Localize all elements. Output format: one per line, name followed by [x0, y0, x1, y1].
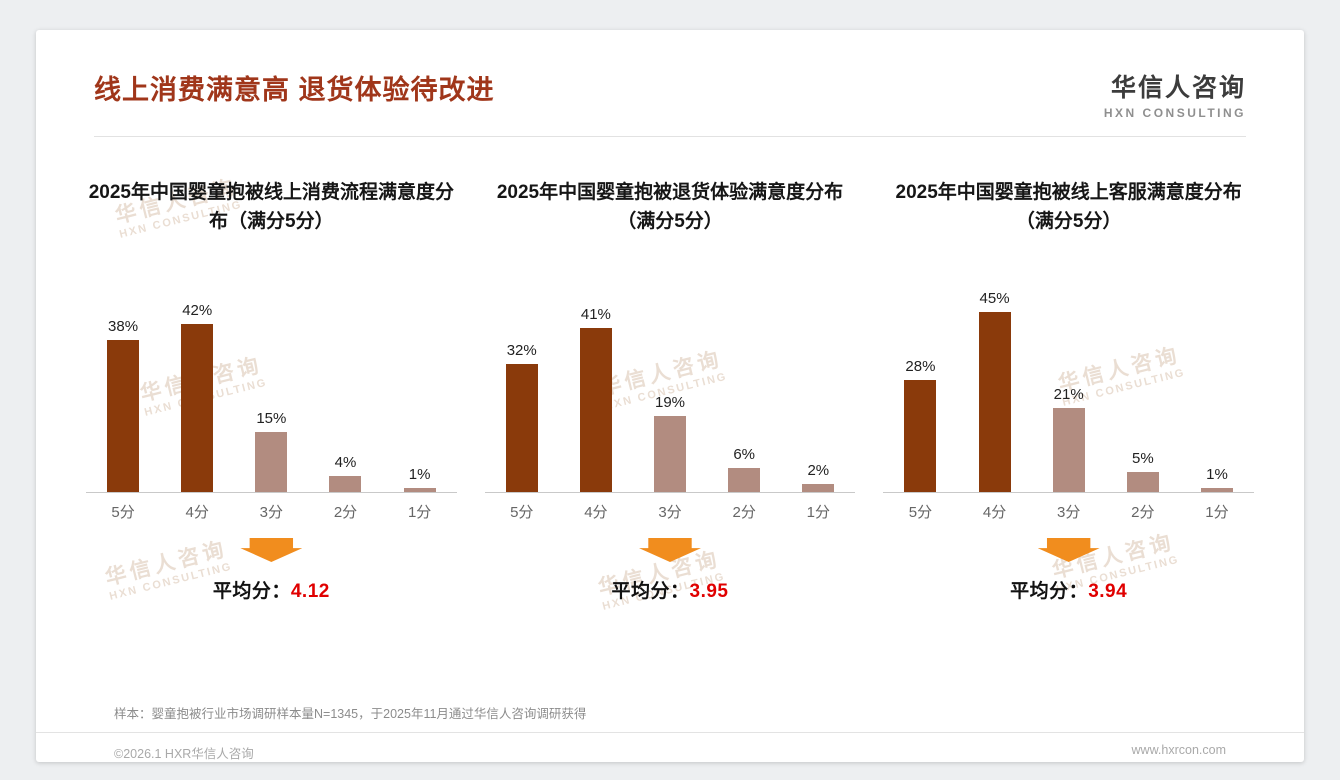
bar-value-label: 32% [506, 342, 537, 359]
logo-name: 华信人咨询 [1110, 74, 1246, 102]
sample-note: 样本：婴童抱被行业市场调研样本量N=1345，于2025年11月通过华信人咨询调… [114, 707, 587, 721]
page-title: 线上消费满意高 退货体验待改进 [94, 75, 495, 105]
bar-value-label: 15% [256, 410, 287, 427]
header-divider [94, 136, 1246, 137]
company-logo: 华信人咨询 HXN CONSULTING [1104, 68, 1246, 120]
bar-value-label: 4% [334, 454, 357, 471]
x-axis-labels: 5分 4分 3分 2分 1分 [883, 493, 1254, 522]
bar-group: 4% [308, 454, 382, 492]
x-axis-label: 1分 [407, 504, 432, 521]
down-arrow-icon [240, 538, 303, 562]
average-label: 平均分： [1010, 581, 1089, 602]
x-axis-label: 3分 [259, 504, 284, 521]
bar-group: 38% [86, 318, 160, 492]
bar-group: 28% [883, 358, 957, 492]
bar [654, 416, 687, 492]
bar [904, 380, 937, 492]
bar-group: 1% [383, 466, 457, 492]
bar [329, 476, 362, 492]
x-axis-label: 2分 [1131, 504, 1155, 521]
plot-area: 38% 42% 15% 4% 1% [86, 293, 457, 493]
copyright-text: ©2026.1 HXR华信人咨询 [114, 747, 254, 761]
x-axis-label: 5分 [908, 504, 933, 521]
bar-value-label: 28% [905, 358, 936, 375]
bar [1052, 408, 1085, 492]
chart-column: 2025年中国婴童抱被线上消费流程满意度分布（满分5分） 38% 42% 15% 4%… [86, 179, 457, 603]
bar-group: 5% [1106, 450, 1180, 492]
bar-value-label: 1% [408, 466, 431, 483]
down-arrow-icon [1037, 538, 1100, 562]
bar-group: 45% [957, 290, 1031, 492]
x-axis-label: 5分 [111, 504, 135, 521]
bar [1126, 472, 1159, 492]
slide-card: 华信人咨询 HXN CONSULTING 华信人咨询 HXN CONSULTIN… [36, 30, 1304, 762]
charts-row: 2025年中国婴童抱被线上消费流程满意度分布（满分5分） 38% 42% 15% 4%… [36, 137, 1304, 603]
bar-group: 2% [781, 462, 855, 492]
logo-subtitle: HXN CONSULTING [1103, 106, 1246, 120]
bar-value-label: 1% [1206, 466, 1228, 483]
bar-value-label: 38% [108, 318, 139, 335]
average-score: 平均分：3.95 [612, 576, 729, 603]
bar-group: 15% [234, 410, 308, 492]
x-axis-label: 1分 [1205, 504, 1229, 521]
x-axis-label: 4分 [584, 504, 608, 521]
down-arrow-icon [639, 538, 701, 562]
bar-value-label: 41% [580, 306, 611, 323]
average-value: 4.12 [290, 581, 330, 602]
bar [403, 488, 436, 492]
bar-group: 1% [1180, 466, 1254, 492]
x-axis-label: 1分 [806, 504, 830, 521]
bar [107, 340, 140, 492]
bar-value-label: 5% [1131, 450, 1154, 467]
chart-title: 2025年中国婴童抱被退货体验满意度分布（满分5分） [496, 182, 844, 232]
bar-group: 32% [485, 342, 559, 492]
bar-group: 21% [1032, 386, 1106, 492]
x-axis-labels: 5分 4分 3分 2分 1分 [86, 493, 457, 522]
x-axis-label: 4分 [982, 504, 1007, 521]
bar-group: 42% [160, 302, 234, 492]
x-axis-label: 3分 [658, 504, 682, 521]
plot-area: 28% 45% 21% 5% 1% [883, 290, 1255, 493]
website-url: www.hxrcon.com [1131, 743, 1226, 757]
x-axis-label: 5分 [510, 504, 534, 521]
footer-bar: ©2026.1 HXR华信人咨询 www.hxrcon.com [36, 733, 1304, 762]
bar [1200, 488, 1233, 492]
chart-column: 2025年中国婴童抱被退货体验满意度分布（满分5分） 32% 41% 19% 6% 2%… [484, 179, 856, 603]
bar-value-label: 19% [655, 394, 686, 411]
average-label: 平均分： [212, 581, 291, 602]
average-score: 平均分：3.94 [1010, 576, 1127, 603]
bar-value-label: 45% [979, 290, 1010, 307]
average-label: 平均分： [611, 581, 690, 602]
bar-value-label: 42% [182, 302, 213, 319]
bar [255, 432, 288, 492]
footer-divider [36, 732, 1304, 733]
chart-title: 2025年中国婴童抱被线上客服满意度分布（满分5分） [895, 182, 1242, 232]
average-value: 3.95 [689, 581, 729, 602]
bar [728, 468, 761, 492]
bar [579, 328, 612, 492]
footer-section: 样本：婴童抱被行业市场调研样本量N=1345，于2025年11月通过华信人咨询调… [36, 703, 1304, 762]
x-axis-labels: 5分 4分 3分 2分 1分 [485, 493, 856, 522]
bar-group: 19% [633, 394, 707, 492]
bar-value-label: 2% [807, 462, 830, 479]
x-axis-label: 3分 [1057, 504, 1081, 521]
x-axis-label: 4分 [185, 504, 209, 521]
bar-value-label: 21% [1053, 386, 1084, 403]
header: 线上消费满意高 退货体验待改进 华信人咨询 HXN CONSULTING [36, 30, 1304, 136]
bar-group: 6% [707, 446, 781, 492]
bar [181, 324, 214, 492]
average-value: 3.94 [1088, 581, 1128, 602]
bar [978, 312, 1011, 492]
chart-title: 2025年中国婴童抱被线上消费流程满意度分布（满分5分） [88, 182, 454, 232]
chart-column: 2025年中国婴童抱被线上客服满意度分布（满分5分） 28% 45% 21% 5% 1%… [883, 179, 1255, 603]
bar-group: 41% [559, 306, 633, 492]
average-score: 平均分：4.12 [213, 576, 330, 603]
bar [505, 364, 538, 492]
plot-area: 32% 41% 19% 6% 2% [484, 293, 856, 493]
x-axis-label: 2分 [732, 504, 756, 521]
bar-value-label: 6% [733, 446, 755, 463]
bar [802, 484, 835, 492]
x-axis-label: 2分 [333, 504, 358, 521]
